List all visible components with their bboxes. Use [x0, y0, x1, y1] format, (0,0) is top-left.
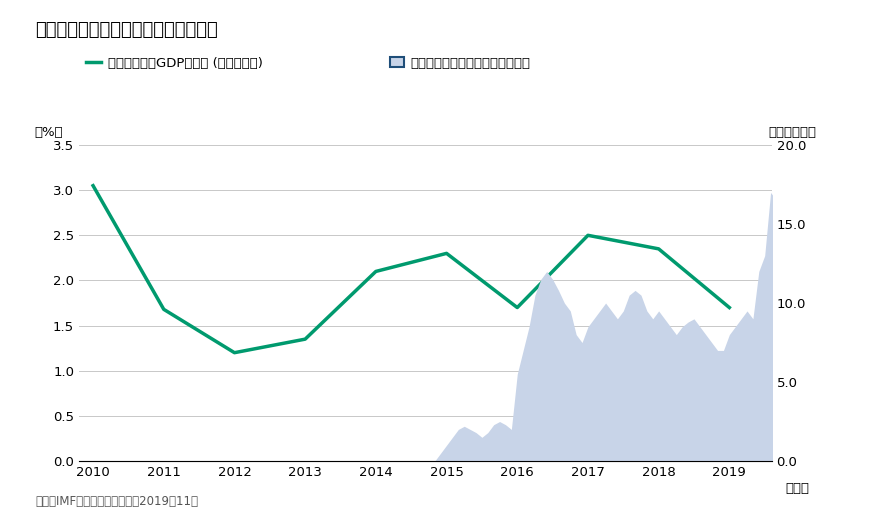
- Text: 失われつつあるマイナス金利の有効性: 失われつつあるマイナス金利の有効性: [35, 21, 217, 39]
- Text: （%）: （%）: [34, 126, 62, 139]
- Text: （兆米ドル）: （兆米ドル）: [769, 126, 816, 139]
- Legend: マイナス利回り債券残高（右軸）: マイナス利回り債券残高（右軸）: [390, 57, 531, 70]
- Text: （年）: （年）: [786, 482, 809, 495]
- Text: 出所：IMF、ブルームバーグ、2019年11月: 出所：IMF、ブルームバーグ、2019年11月: [35, 495, 198, 508]
